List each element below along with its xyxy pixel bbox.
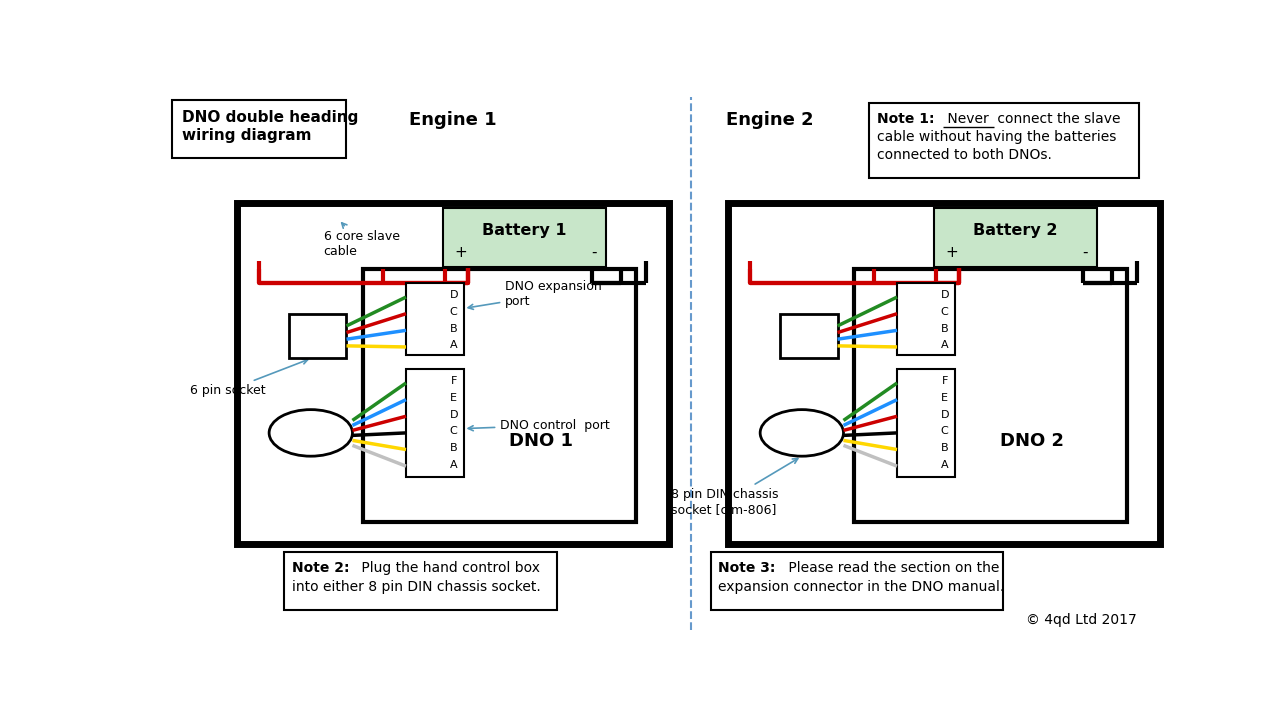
Bar bbox=[780, 314, 837, 358]
Text: D: D bbox=[449, 290, 458, 300]
Bar bbox=[237, 203, 669, 544]
Text: into either 8 pin DIN chassis socket.: into either 8 pin DIN chassis socket. bbox=[292, 580, 540, 594]
Bar bbox=[284, 552, 557, 611]
Text: Engine 1: Engine 1 bbox=[408, 112, 497, 130]
Text: Plug the hand control box: Plug the hand control box bbox=[357, 561, 540, 575]
Text: 6 pin socket: 6 pin socket bbox=[189, 359, 307, 397]
Text: C: C bbox=[449, 307, 457, 317]
Text: connected to both DNOs.: connected to both DNOs. bbox=[877, 148, 1052, 163]
Text: connect the slave: connect the slave bbox=[993, 112, 1121, 126]
Text: -: - bbox=[591, 245, 596, 260]
Text: Note 1:: Note 1: bbox=[877, 112, 934, 126]
Text: C: C bbox=[449, 426, 457, 436]
Text: Battery 2: Battery 2 bbox=[973, 223, 1057, 238]
Text: DNO 1: DNO 1 bbox=[508, 432, 572, 450]
Text: B: B bbox=[449, 443, 457, 453]
Text: A: A bbox=[449, 459, 457, 469]
Text: Battery 1: Battery 1 bbox=[483, 223, 567, 238]
Text: B: B bbox=[449, 324, 457, 333]
Text: 8 pin DIN chassis
socket [clm-806]: 8 pin DIN chassis socket [clm-806] bbox=[671, 459, 797, 516]
Text: B: B bbox=[941, 443, 948, 453]
Bar bbox=[897, 369, 955, 477]
Text: DNO control  port: DNO control port bbox=[468, 418, 611, 431]
Text: DNO double heading
wiring diagram: DNO double heading wiring diagram bbox=[182, 110, 358, 143]
Bar bbox=[289, 314, 347, 358]
Text: A: A bbox=[941, 459, 948, 469]
Bar bbox=[443, 208, 607, 266]
Text: +: + bbox=[454, 245, 467, 260]
Text: A: A bbox=[449, 341, 457, 351]
Text: Note 2:: Note 2: bbox=[292, 561, 349, 575]
Bar bbox=[728, 203, 1160, 544]
Bar bbox=[364, 269, 636, 521]
Text: +: + bbox=[946, 245, 959, 260]
Text: Please read the section on the: Please read the section on the bbox=[783, 561, 1000, 575]
Text: Note 3:: Note 3: bbox=[718, 561, 776, 575]
Bar bbox=[406, 369, 463, 477]
Text: C: C bbox=[941, 426, 948, 436]
Text: Engine 2: Engine 2 bbox=[726, 112, 814, 130]
Text: Never: Never bbox=[942, 112, 988, 126]
Text: 6 core slave
cable: 6 core slave cable bbox=[324, 223, 399, 258]
Text: DNO 2: DNO 2 bbox=[1000, 432, 1064, 450]
Text: B: B bbox=[941, 324, 948, 333]
Text: cable without having the batteries: cable without having the batteries bbox=[877, 130, 1116, 144]
Bar bbox=[855, 269, 1128, 521]
Text: E: E bbox=[451, 393, 457, 403]
Text: A: A bbox=[941, 341, 948, 351]
Text: DNO expansion
port: DNO expansion port bbox=[468, 280, 602, 310]
Bar bbox=[710, 552, 1004, 611]
Text: expansion connector in the DNO manual.: expansion connector in the DNO manual. bbox=[718, 580, 1005, 594]
Bar bbox=[934, 208, 1097, 266]
Text: F: F bbox=[942, 377, 948, 387]
Bar bbox=[869, 103, 1139, 178]
Bar bbox=[406, 283, 463, 355]
Text: D: D bbox=[941, 290, 948, 300]
Bar bbox=[897, 283, 955, 355]
Text: E: E bbox=[941, 393, 948, 403]
Text: D: D bbox=[449, 410, 458, 420]
Text: -: - bbox=[1082, 245, 1088, 260]
Text: © 4qd Ltd 2017: © 4qd Ltd 2017 bbox=[1027, 613, 1137, 627]
Bar bbox=[172, 100, 346, 158]
Text: F: F bbox=[451, 377, 457, 387]
Text: C: C bbox=[941, 307, 948, 317]
Text: D: D bbox=[941, 410, 948, 420]
